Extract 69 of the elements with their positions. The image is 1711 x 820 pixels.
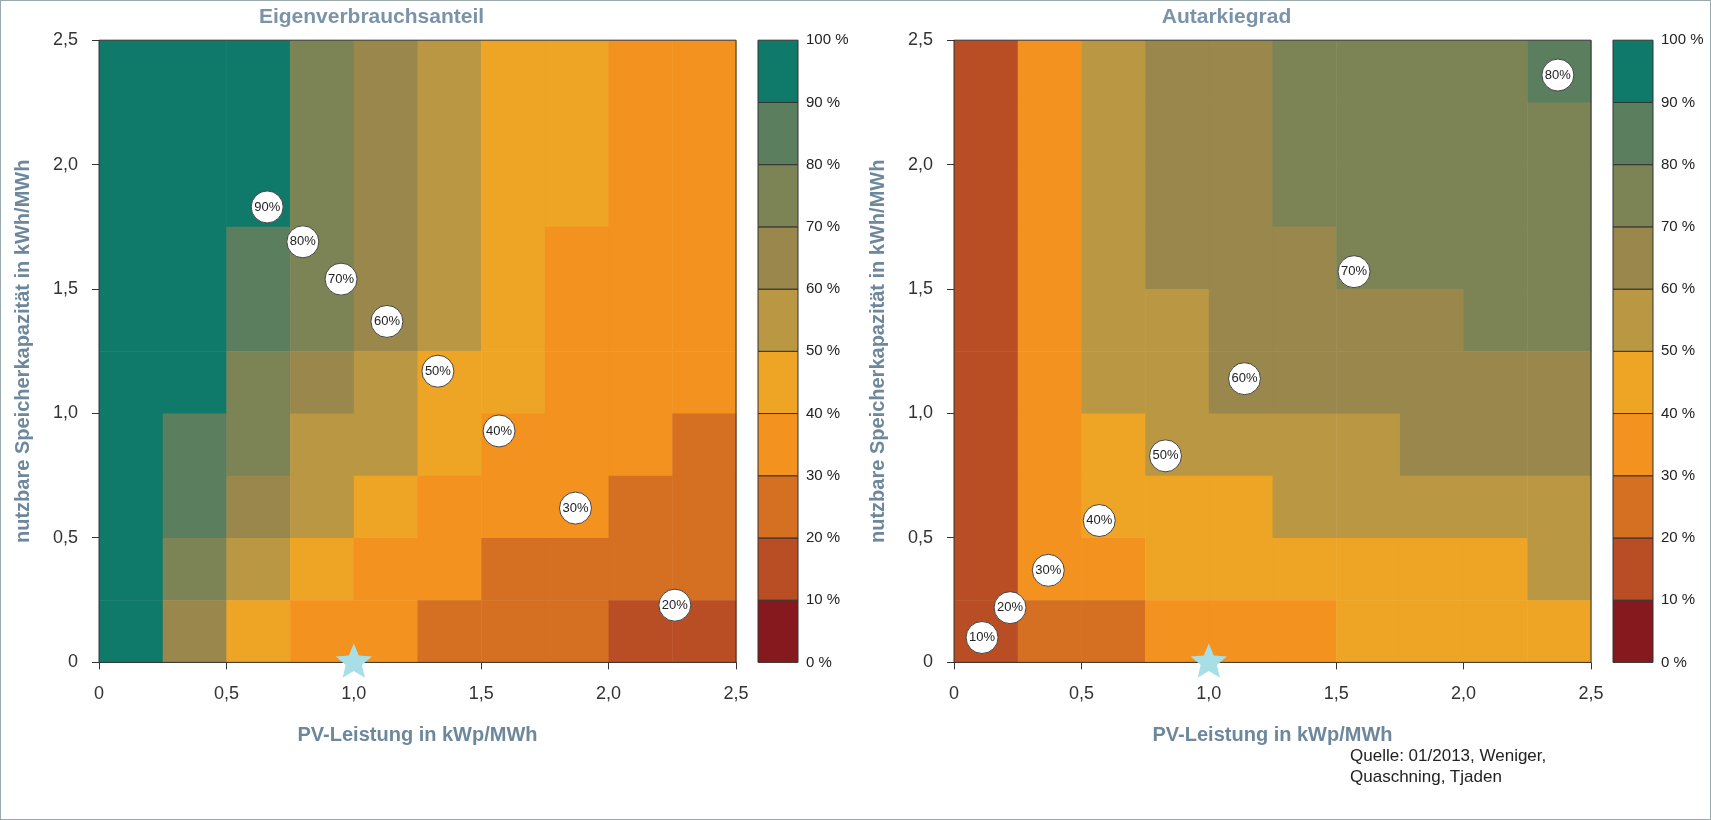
x-tick-label: 1,0 bbox=[1195, 683, 1221, 704]
color-bar-label: 20 % bbox=[806, 528, 841, 546]
source-note: Quelle: 01/2013, Weniger, Quaschning, Tjaden bbox=[1350, 745, 1548, 787]
color-bar-label: 20 % bbox=[1660, 528, 1695, 546]
color-bar-label: 30 % bbox=[1660, 465, 1695, 483]
x-tick-label: 2,5 bbox=[723, 683, 749, 704]
annotation: 20% bbox=[996, 599, 1024, 615]
color-bar-label: 90 % bbox=[1660, 92, 1695, 110]
x-tick-label: 0,5 bbox=[1068, 683, 1094, 704]
y-tick-label: 1,5 bbox=[52, 278, 79, 299]
chart-title: Eigenverbrauchsanteil bbox=[258, 4, 485, 28]
x-tick-label: 0,5 bbox=[213, 683, 239, 704]
color-bar-label: 30 % bbox=[806, 465, 841, 483]
y-tick-label: 0 bbox=[922, 651, 933, 672]
annotation: 80% bbox=[289, 233, 317, 249]
x-tick-label: 1,0 bbox=[341, 683, 367, 704]
y-tick-label: 0,5 bbox=[907, 526, 933, 547]
y-tick-label: 0 bbox=[68, 651, 79, 672]
annotation: 20% bbox=[661, 596, 689, 612]
annotation: 30% bbox=[562, 499, 589, 515]
annotation: 60% bbox=[1230, 370, 1258, 386]
x-tick-label: 1,5 bbox=[1323, 683, 1349, 704]
color-bar-label: 70 % bbox=[1660, 217, 1695, 234]
color-bar-label: 50 % bbox=[806, 341, 841, 359]
annotation: 60% bbox=[373, 313, 401, 329]
x-axis-title: PV-Leistung in kWp/MWh bbox=[297, 722, 538, 745]
x-tick-label: 0 bbox=[948, 683, 959, 704]
color-bar-label: 60 % bbox=[1660, 279, 1695, 297]
y-tick-label: 2,5 bbox=[907, 29, 933, 50]
annotation: 40% bbox=[486, 422, 513, 438]
x-axis-title: PV-Leistung in kWp/MWh bbox=[1152, 722, 1392, 745]
x-tick-label: 0 bbox=[94, 683, 105, 704]
color-bar-label: 60 % bbox=[806, 279, 841, 297]
y-tick-label: 1,5 bbox=[907, 278, 933, 299]
y-axis-title: nutzbare Speicherkapazität in kWh/MWh bbox=[10, 159, 33, 543]
color-bar-label: 10 % bbox=[1660, 590, 1695, 608]
color-bar-label: 100 % bbox=[806, 30, 849, 48]
color-bar-label: 90 % bbox=[806, 92, 841, 110]
annotation: 40% bbox=[1085, 512, 1113, 528]
color-bar-label: 0 % bbox=[1660, 652, 1687, 670]
color-bar-label: 70 % bbox=[806, 217, 841, 234]
y-tick-label: 2,0 bbox=[907, 153, 933, 174]
annotation: 50% bbox=[1151, 447, 1179, 463]
y-axis-title: nutzbare Speicherkapazität in kWh/MWh bbox=[865, 159, 888, 543]
color-bar-label: 0 % bbox=[806, 652, 832, 670]
color-bar-label: 100 % bbox=[1660, 30, 1704, 48]
annotation: 80% bbox=[1544, 66, 1571, 82]
annotation: 70% bbox=[328, 270, 355, 286]
y-tick-label: 2,5 bbox=[52, 29, 79, 50]
y-tick-label: 1,0 bbox=[52, 402, 79, 423]
x-tick-label: 2,0 bbox=[596, 683, 622, 704]
y-tick-label: 0,5 bbox=[52, 526, 79, 547]
chart-title: Autarkiegrad bbox=[1161, 4, 1291, 28]
color-bar-label: 80 % bbox=[806, 154, 841, 172]
annotation: 30% bbox=[1034, 561, 1062, 577]
color-bar-label: 50 % bbox=[1660, 341, 1695, 359]
x-tick-label: 1,5 bbox=[468, 683, 494, 704]
y-tick-label: 2,0 bbox=[52, 153, 79, 174]
annotation: 90% bbox=[254, 198, 281, 214]
x-tick-label: 2,0 bbox=[1450, 683, 1476, 704]
color-bar-label: 10 % bbox=[806, 590, 841, 608]
annotation: 10% bbox=[968, 629, 995, 645]
color-bar-label: 80 % bbox=[1660, 154, 1695, 172]
x-tick-label: 2,5 bbox=[1577, 683, 1604, 704]
color-bar-label: 40 % bbox=[806, 403, 841, 421]
y-tick-label: 1,0 bbox=[907, 402, 933, 423]
annotation: 70% bbox=[1340, 263, 1367, 279]
color-bar-label: 40 % bbox=[1660, 403, 1695, 421]
annotation: 50% bbox=[424, 362, 452, 378]
